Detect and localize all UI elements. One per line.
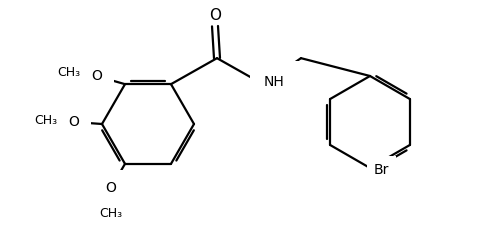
Text: CH₃: CH₃ bbox=[34, 113, 57, 127]
Text: O: O bbox=[91, 69, 103, 83]
Text: Br: Br bbox=[374, 163, 389, 177]
Text: CH₃: CH₃ bbox=[100, 207, 123, 220]
Text: O: O bbox=[106, 181, 116, 195]
Text: NH: NH bbox=[264, 75, 285, 89]
Text: O: O bbox=[69, 115, 80, 129]
Text: O: O bbox=[209, 8, 221, 23]
Text: CH₃: CH₃ bbox=[57, 66, 81, 79]
